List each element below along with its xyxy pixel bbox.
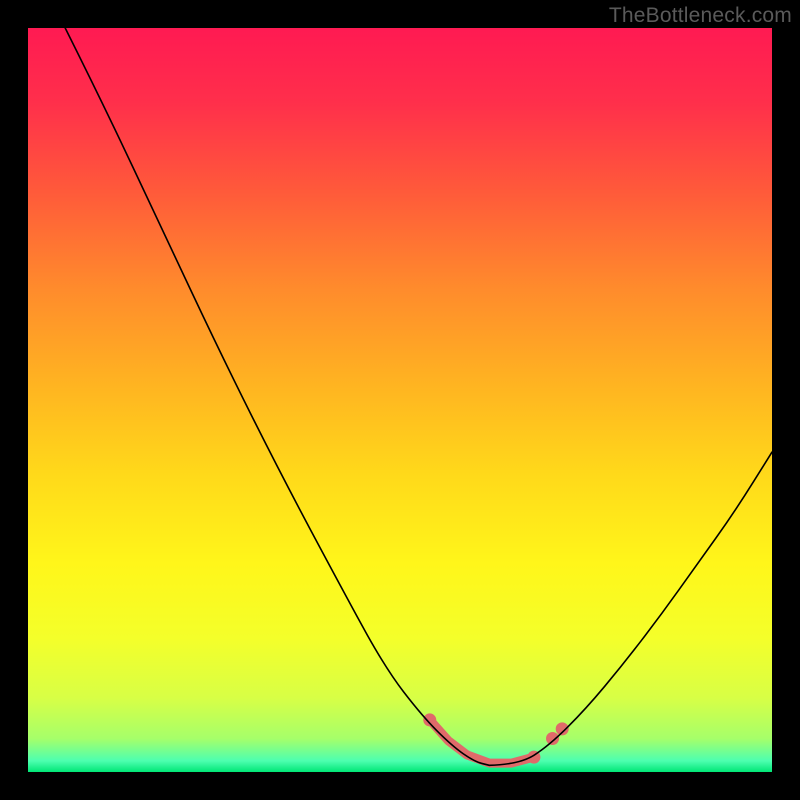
gradient-background (28, 28, 772, 772)
bottleneck-curve-plot (28, 28, 772, 772)
watermark-text: TheBottleneck.com (609, 4, 792, 28)
chart-frame: TheBottleneck.com (0, 0, 800, 800)
